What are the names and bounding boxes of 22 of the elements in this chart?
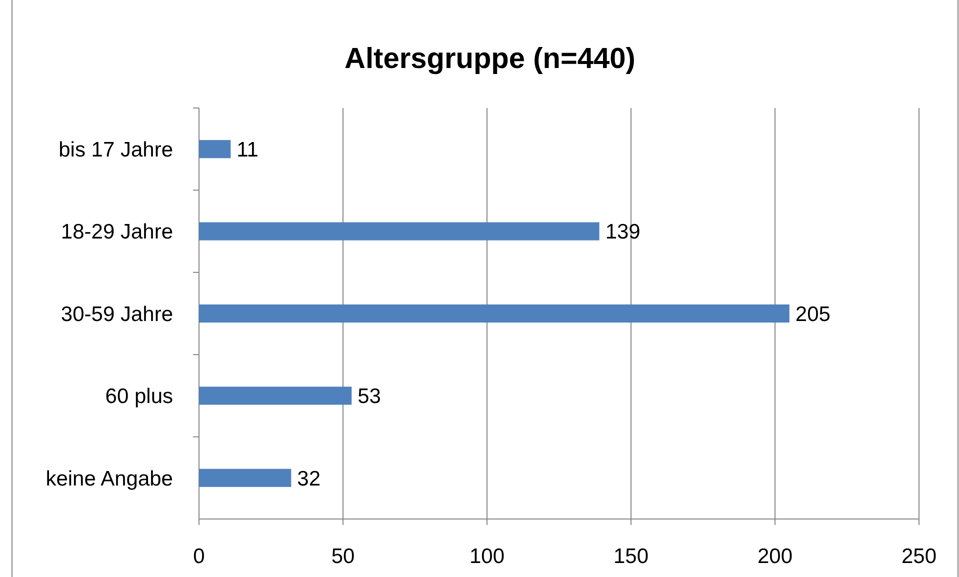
data-label: 139 <box>605 220 640 244</box>
y-tick-label: 30-59 Jahre <box>60 302 173 326</box>
x-tick-label: 150 <box>613 545 649 568</box>
x-tick-label: 50 <box>331 545 355 568</box>
data-label: 53 <box>358 385 381 408</box>
bar <box>199 468 292 487</box>
bar <box>199 386 352 405</box>
y-tick-label: keine Angabe <box>46 467 173 490</box>
x-tick-label: 250 <box>901 545 937 568</box>
chart-title: Altersgruppe (n=440) <box>344 43 636 75</box>
y-tick-label: 60 plus <box>105 385 173 408</box>
y-tick-label: bis 17 Jahre <box>58 138 173 162</box>
data-label: 32 <box>297 467 321 490</box>
bar <box>199 304 790 323</box>
bar <box>199 222 600 240</box>
data-label: 205 <box>795 302 830 326</box>
data-label: 11 <box>236 138 258 162</box>
x-tick-label: 0 <box>193 545 205 568</box>
bar <box>199 140 231 158</box>
x-tick-label: 100 <box>469 545 505 568</box>
x-tick-label: 200 <box>757 545 793 568</box>
y-tick-label: 18-29 Jahre <box>60 220 173 244</box>
